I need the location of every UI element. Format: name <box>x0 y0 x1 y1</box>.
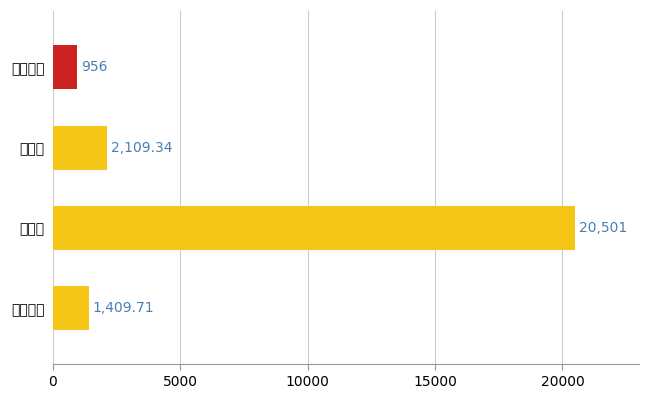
Bar <box>53 206 575 250</box>
Text: 1,409.71: 1,409.71 <box>93 301 154 315</box>
Text: 956: 956 <box>81 60 108 74</box>
Bar <box>53 126 107 170</box>
Text: 2,109.34: 2,109.34 <box>111 141 172 155</box>
Bar <box>53 45 77 90</box>
Text: 20,501: 20,501 <box>579 221 627 235</box>
Bar <box>53 286 89 330</box>
